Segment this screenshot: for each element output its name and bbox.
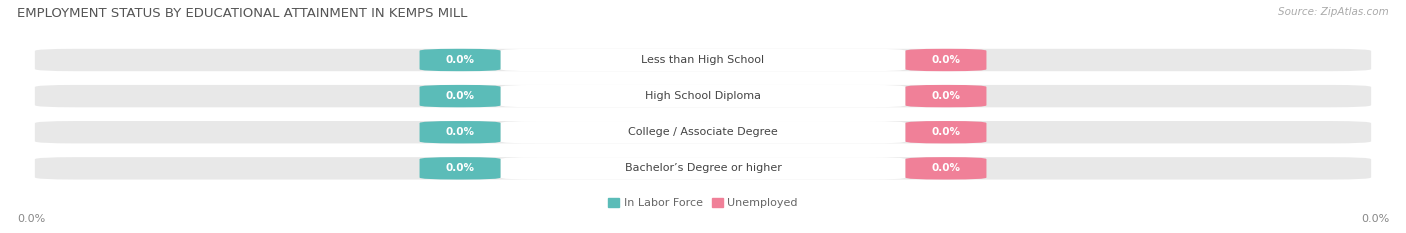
FancyBboxPatch shape — [35, 121, 1371, 144]
FancyBboxPatch shape — [905, 85, 987, 107]
FancyBboxPatch shape — [501, 157, 905, 180]
Text: Bachelor’s Degree or higher: Bachelor’s Degree or higher — [624, 163, 782, 173]
Legend: In Labor Force, Unemployed: In Labor Force, Unemployed — [603, 193, 803, 213]
Text: 0.0%: 0.0% — [446, 127, 475, 137]
FancyBboxPatch shape — [419, 85, 501, 107]
Text: 0.0%: 0.0% — [446, 55, 475, 65]
FancyBboxPatch shape — [501, 85, 905, 107]
Text: 0.0%: 0.0% — [446, 91, 475, 101]
Text: 0.0%: 0.0% — [931, 163, 960, 173]
Text: College / Associate Degree: College / Associate Degree — [628, 127, 778, 137]
Text: 0.0%: 0.0% — [931, 55, 960, 65]
FancyBboxPatch shape — [35, 85, 1371, 107]
FancyBboxPatch shape — [419, 49, 501, 71]
Text: Source: ZipAtlas.com: Source: ZipAtlas.com — [1278, 7, 1389, 17]
Text: High School Diploma: High School Diploma — [645, 91, 761, 101]
FancyBboxPatch shape — [905, 157, 987, 180]
Text: 0.0%: 0.0% — [1361, 214, 1389, 224]
FancyBboxPatch shape — [501, 49, 905, 71]
Text: 0.0%: 0.0% — [931, 127, 960, 137]
FancyBboxPatch shape — [905, 49, 987, 71]
FancyBboxPatch shape — [905, 121, 987, 144]
FancyBboxPatch shape — [419, 157, 501, 180]
FancyBboxPatch shape — [35, 49, 1371, 71]
FancyBboxPatch shape — [501, 121, 905, 144]
Text: 0.0%: 0.0% — [931, 91, 960, 101]
Text: EMPLOYMENT STATUS BY EDUCATIONAL ATTAINMENT IN KEMPS MILL: EMPLOYMENT STATUS BY EDUCATIONAL ATTAINM… — [17, 7, 467, 20]
Text: 0.0%: 0.0% — [17, 214, 45, 224]
Text: 0.0%: 0.0% — [446, 163, 475, 173]
FancyBboxPatch shape — [35, 157, 1371, 180]
FancyBboxPatch shape — [419, 121, 501, 144]
Text: Less than High School: Less than High School — [641, 55, 765, 65]
